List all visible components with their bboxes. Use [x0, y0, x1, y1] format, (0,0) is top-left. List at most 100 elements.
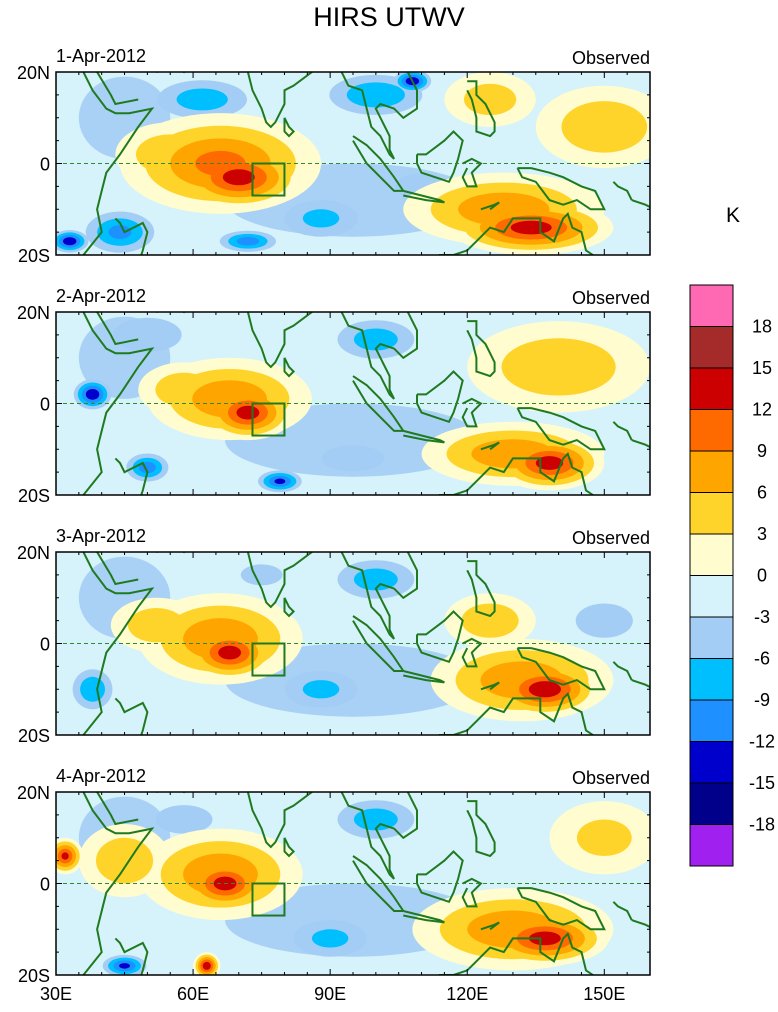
coastline — [96, 552, 139, 586]
anomaly-contour — [80, 676, 106, 702]
map-panel: 20N 0 20S 2-Apr-2012 Observed — [17, 286, 651, 506]
anomaly-contour — [236, 237, 260, 246]
coastline — [612, 901, 633, 921]
coastline — [245, 72, 314, 129]
coastline — [96, 792, 139, 826]
colorbar-unit: K — [726, 204, 740, 227]
anomaly-contour — [575, 603, 633, 638]
panel-date: 3-Apr-2012 — [56, 526, 146, 546]
coastline — [612, 421, 633, 441]
coastline — [516, 647, 606, 691]
anomaly-contour — [302, 209, 340, 228]
colorbar-swatch — [689, 450, 734, 493]
panel-label: Observed — [572, 528, 650, 548]
coastline — [82, 552, 155, 735]
map-panel: 20N 0 20S 4-Apr-2012 Observed — [17, 766, 651, 986]
coastline — [283, 597, 296, 618]
colorbar-swatch — [689, 284, 734, 327]
chart-title: HIRS UTWV — [313, 2, 465, 32]
coastline — [156, 792, 186, 794]
coastline — [461, 637, 483, 668]
y-tick-label: 0 — [40, 155, 50, 175]
coastline — [516, 407, 606, 451]
colorbar-swatch — [689, 367, 734, 410]
anomaly-contour — [218, 645, 242, 660]
anomaly-field — [56, 294, 650, 495]
coastline — [416, 850, 464, 904]
anomaly-field — [56, 72, 650, 255]
coastline — [516, 887, 606, 931]
coastline — [340, 312, 418, 400]
colorbar-swatch — [689, 492, 734, 535]
colorbar-swatch — [689, 326, 734, 369]
coastline — [211, 294, 225, 303]
colorbar-label: -15 — [749, 773, 775, 793]
colorbar-swatch — [689, 533, 734, 576]
coastline — [403, 670, 445, 684]
map-panels: 20N 0 20S 1-Apr-2012 Observed 20N 0 20S 2-Apr-20… — [17, 46, 651, 1004]
anomaly-contour — [155, 805, 213, 834]
coastlines — [82, 72, 650, 255]
coastline — [480, 681, 500, 691]
coastline — [114, 697, 149, 735]
colorbar-label: 15 — [752, 358, 772, 378]
coastline — [375, 72, 379, 73]
x-tick-label: 30E — [40, 984, 72, 1004]
coastline — [114, 217, 149, 255]
coastline — [466, 560, 496, 618]
anomaly-contour — [222, 169, 255, 186]
coastline — [403, 189, 445, 204]
anomaly-contour — [85, 388, 100, 400]
coastline — [461, 877, 483, 908]
coastline — [283, 117, 296, 138]
coastline — [403, 910, 445, 924]
coastline — [516, 167, 606, 211]
coastline — [245, 792, 314, 849]
anomaly-contour — [274, 478, 286, 485]
anomaly-contour — [61, 852, 69, 860]
coastline — [480, 201, 500, 211]
colorbar-swatch — [689, 699, 734, 742]
anomaly-contour — [108, 225, 132, 239]
colorbar-label: 6 — [757, 483, 767, 503]
map-panel: 20N 0 20S 3-Apr-2012 Observed — [17, 526, 651, 746]
y-tick-label: 0 — [40, 875, 50, 895]
colorbar-swatch — [689, 824, 734, 867]
y-tick-label: 20S — [18, 966, 50, 986]
coastline — [480, 441, 500, 451]
coastline — [438, 931, 595, 975]
y-tick-label: 20N — [17, 543, 50, 563]
coastlines — [82, 552, 650, 735]
region-box — [251, 882, 286, 917]
anomaly-contour — [176, 88, 228, 111]
anomaly-contour — [127, 608, 186, 643]
colorbar-label: -9 — [754, 690, 770, 710]
panel-date: 2-Apr-2012 — [56, 286, 146, 306]
anomaly-contour — [576, 819, 632, 857]
coastlines — [82, 294, 650, 495]
coastline — [82, 312, 155, 495]
anomaly-field — [56, 792, 650, 975]
x-tick-label: 150E — [583, 984, 625, 1004]
coastline — [631, 439, 650, 449]
coastline — [340, 72, 418, 160]
anomaly-contour — [311, 929, 349, 948]
coastline — [631, 679, 650, 689]
coastline — [245, 552, 314, 609]
colorbar-swatch — [689, 575, 734, 618]
coastline — [375, 312, 379, 313]
coastline — [466, 320, 496, 378]
coastline — [114, 457, 149, 495]
x-tick-label: 90E — [314, 984, 346, 1004]
anomaly-contour — [113, 317, 182, 353]
coastline — [631, 919, 650, 929]
anomaly-field — [56, 552, 650, 735]
coastline — [466, 80, 496, 138]
region-box — [251, 642, 286, 677]
coastline — [466, 800, 496, 858]
anomaly-contour — [528, 681, 562, 698]
coastline — [156, 552, 186, 554]
coastline — [612, 661, 633, 681]
anomaly-contour — [510, 220, 552, 235]
